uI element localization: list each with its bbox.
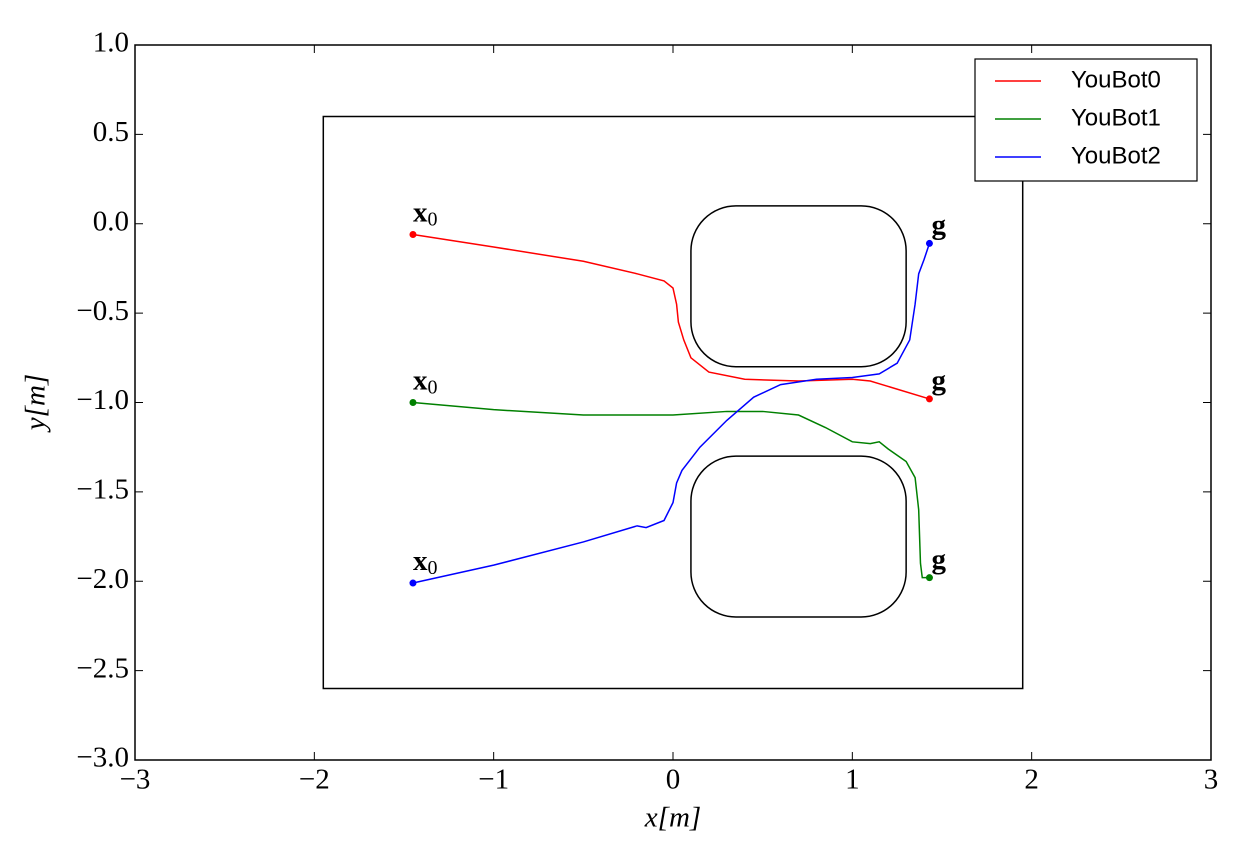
start-label-text: x (413, 364, 428, 396)
start-label: x0 (413, 545, 438, 579)
trajectory (412, 233, 930, 400)
x-tick-label: −2 (299, 764, 330, 796)
start-label-sub: 0 (427, 557, 437, 579)
boundary (322, 115, 1024, 690)
start-label: x0 (413, 364, 438, 398)
start-label-text: x (413, 545, 428, 577)
trajectory (412, 243, 931, 584)
goal-label: g (931, 209, 946, 241)
goal-point (925, 574, 933, 582)
goal-label: g (931, 365, 946, 397)
x-tick-label: −1 (478, 764, 509, 796)
goal-label: g (931, 543, 946, 575)
legend-label: YouBot1 (1071, 104, 1161, 131)
start-point (409, 399, 417, 406)
x-tick-label: 0 (666, 764, 681, 796)
y-tick-label: 1.0 (93, 27, 129, 59)
x-axis-label: x[m] (644, 802, 701, 834)
x-tick-label: 2 (1024, 764, 1039, 796)
start-label: x0 (413, 196, 438, 230)
x-tick-label: 1 (845, 764, 860, 796)
y-tick-label: −2.5 (76, 652, 129, 684)
goal-point (925, 239, 933, 247)
y-tick-label: 0.5 (93, 116, 129, 148)
start-label-text: x (413, 196, 428, 228)
y-tick-label: −0.5 (76, 295, 129, 327)
start-label-sub: 0 (427, 376, 437, 398)
obstacle (690, 455, 907, 618)
start-label-sub: 0 (427, 208, 437, 230)
y-tick-label: 0.0 (93, 205, 129, 237)
legend-box (974, 58, 1198, 182)
x-tick-label: 3 (1204, 764, 1219, 796)
x-tick-label: −3 (120, 764, 151, 796)
start-point (409, 579, 417, 587)
trajectory (412, 401, 930, 579)
plot-frame (134, 44, 1212, 761)
y-tick-label: −1.0 (76, 384, 129, 416)
y-tick-label: −3.0 (76, 742, 129, 774)
start-point (409, 230, 417, 238)
y-axis-label: y[m] (20, 374, 52, 433)
goal-point (925, 395, 933, 403)
y-tick-label: −2.0 (76, 563, 129, 595)
y-tick-label: −1.5 (76, 474, 129, 506)
legend-label: YouBot2 (1071, 142, 1161, 169)
legend-label: YouBot0 (1071, 66, 1161, 93)
obstacle (690, 205, 907, 368)
